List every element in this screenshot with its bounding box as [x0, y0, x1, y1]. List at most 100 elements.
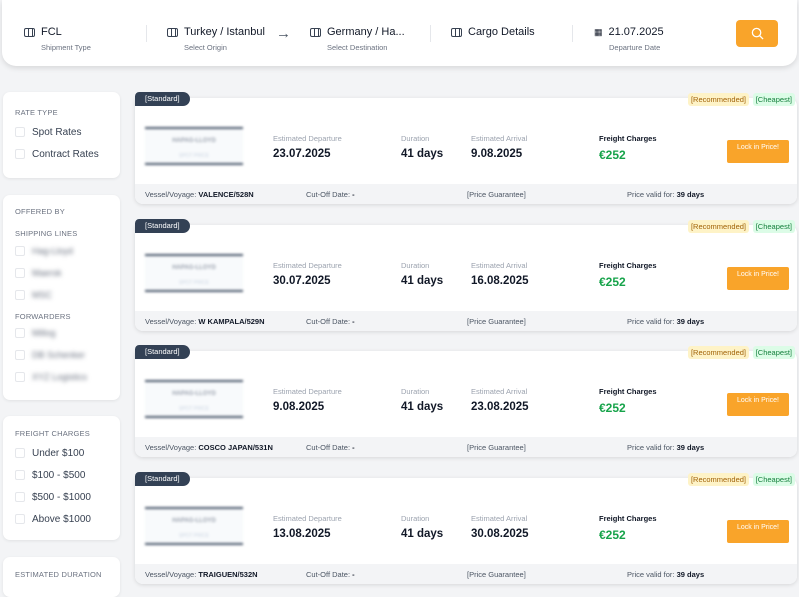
option-label: $100 - $500	[32, 469, 86, 481]
option-label: Under $100	[32, 447, 85, 459]
filter-subtitle: SHIPPING LINES	[15, 229, 78, 238]
checkbox[interactable]	[15, 328, 25, 338]
logo-text: HAPAG-LLOYD	[172, 517, 216, 524]
departure-info: Estimated Departure 30.07.2025	[273, 261, 342, 287]
checkbox[interactable]	[15, 127, 25, 137]
option-label: Hag-Lloyd	[32, 246, 74, 256]
checkbox[interactable]	[15, 470, 25, 480]
cutoff-value: -	[352, 569, 355, 579]
price-guarantee: [Price Guarantee]	[467, 443, 526, 452]
vessel-value: TRAIGUEN/532N	[198, 569, 258, 579]
filter-option-shipping-line[interactable]: Hag-Lloyd	[15, 240, 120, 262]
filter-option-price[interactable]: Under $100	[15, 442, 120, 464]
arrow-right-icon: →	[276, 25, 291, 42]
recommended-badge: [Recommended]	[687, 93, 749, 106]
arrival-value: 9.08.2025	[471, 148, 523, 160]
departure-value: 13.08.2025	[273, 527, 331, 540]
departure-label: Estimated Departure	[273, 387, 342, 396]
filter-option-forwarder[interactable]: Millog	[15, 322, 120, 344]
origin-label: Select Origin	[184, 43, 227, 52]
vessel-label: Vessel/Voyage:	[145, 443, 197, 452]
checkbox[interactable]	[15, 514, 25, 524]
checkbox[interactable]	[15, 268, 25, 278]
vessel-info: Vessel/Voyage: COSCO JAPAN/531N	[145, 443, 273, 452]
filter-option-forwarder[interactable]: DB Schenker	[15, 344, 120, 366]
departure-label: Estimated Departure	[273, 260, 342, 270]
filter-option-spot-rates[interactable]: Spot Rates	[15, 121, 120, 143]
lock-in-price-button[interactable]: Lock in Price!	[727, 393, 789, 416]
logo-subtext: SPOT PRICE	[178, 406, 210, 412]
filter-option-price[interactable]: $500 - $1000	[15, 486, 120, 508]
checkbox[interactable]	[15, 290, 25, 300]
checkbox[interactable]	[15, 372, 25, 382]
arrival-info: Estimated Arrival 16.08.2025	[471, 261, 529, 287]
filter-option-price[interactable]: Above $1000	[15, 508, 120, 530]
cutoff-info: Cut-Off Date: -	[306, 570, 355, 579]
cargo-details-field[interactable]: Cargo Details	[451, 26, 535, 38]
vessel-info: Vessel/Voyage: TRAIGUEN/532N	[145, 570, 258, 579]
freight-info: Freight Charges €252	[599, 134, 657, 162]
arrival-label: Estimated Arrival	[471, 387, 528, 396]
freight-label: Freight Charges	[599, 260, 657, 270]
checkbox[interactable]	[15, 149, 25, 159]
cutoff-label: Cut-Off Date:	[306, 190, 351, 199]
duration-info: Duration 41 days	[401, 387, 443, 413]
divider	[572, 25, 573, 42]
recommended-badge: [Recommended]	[687, 219, 749, 233]
valid-value: 39 days	[676, 569, 705, 579]
filter-option-shipping-line[interactable]: Maersk	[15, 262, 120, 284]
shipment-type-field[interactable]: FCL Shipment Type	[24, 26, 91, 52]
destination-field[interactable]: Germany / Ha... Select Destination	[310, 26, 405, 52]
duration-value: 41 days	[401, 148, 444, 160]
duration-label: Duration	[401, 387, 430, 396]
destination-label: Select Destination	[327, 43, 388, 52]
departure-label: Estimated Departure	[273, 513, 342, 523]
filter-option-forwarder[interactable]: XYZ Logistics	[15, 366, 120, 388]
filter-title: OFFERED BY	[15, 207, 65, 216]
date-value: 21.07.2025	[608, 26, 664, 38]
lock-in-price-button[interactable]: Lock in Price!	[727, 519, 789, 543]
vessel-label: Vessel/Voyage:	[145, 190, 197, 199]
cheapest-badge: [Cheapest]	[752, 219, 795, 233]
filter-option-contract-rates[interactable]: Contract Rates	[15, 143, 120, 165]
vessel-label: Vessel/Voyage:	[145, 316, 197, 326]
filter-option-price[interactable]: $100 - $500	[15, 464, 120, 486]
arrival-value: 16.08.2025	[471, 274, 529, 287]
validity-info: Price valid for: 39 days	[627, 570, 704, 579]
duration-filter: ESTIMATED DURATION	[3, 557, 120, 597]
shipment-type-label: Shipment Type	[41, 43, 91, 52]
departure-info: Estimated Departure 23.07.2025	[273, 134, 342, 160]
checkbox[interactable]	[15, 246, 25, 256]
validity-info: Price valid for: 39 days	[627, 443, 704, 452]
freight-label: Freight Charges	[599, 134, 657, 143]
departure-value: 23.07.2025	[273, 148, 331, 160]
filter-title: RATE TYPE	[15, 108, 58, 117]
recommended-badge: [Recommended]	[687, 472, 749, 486]
checkbox[interactable]	[15, 448, 25, 458]
standard-tag: [Standard]	[135, 345, 190, 359]
filter-option-shipping-line[interactable]: MSC	[15, 284, 120, 306]
checkbox[interactable]	[15, 350, 25, 360]
cargo-value: Cargo Details	[468, 26, 535, 38]
cheapest-badge: [Cheapest]	[752, 346, 795, 359]
standard-tag: [Standard]	[135, 471, 190, 486]
cutoff-value: -	[352, 190, 355, 199]
origin-field[interactable]: Turkey / Istanbul Select Origin	[167, 26, 265, 52]
price-guarantee: [Price Guarantee]	[467, 190, 526, 199]
search-bar: FCL Shipment Type Turkey / Istanbul Sele…	[2, 0, 797, 66]
logo-text: HAPAG-LLOYD	[172, 264, 216, 271]
valid-label: Price valid for:	[627, 190, 675, 199]
logo-text: HAPAG-LLOYD	[172, 138, 216, 144]
departure-date-field[interactable]: ▦ 21.07.2025 Departure Date	[594, 26, 664, 52]
price-guarantee: [Price Guarantee]	[467, 569, 526, 579]
freight-label: Freight Charges	[599, 387, 657, 396]
filter-title: FREIGHT CHARGES	[15, 429, 90, 438]
cutoff-info: Cut-Off Date: -	[306, 190, 355, 199]
container-icon	[24, 27, 35, 37]
rate-card: [Standard] [Recommended] [Cheapest] HAPA…	[135, 471, 797, 584]
lock-in-price-button[interactable]: Lock in Price!	[727, 140, 789, 163]
valid-value: 39 days	[676, 190, 705, 199]
lock-in-price-button[interactable]: Lock in Price!	[727, 266, 789, 290]
checkbox[interactable]	[15, 492, 25, 502]
search-button[interactable]	[736, 20, 778, 47]
